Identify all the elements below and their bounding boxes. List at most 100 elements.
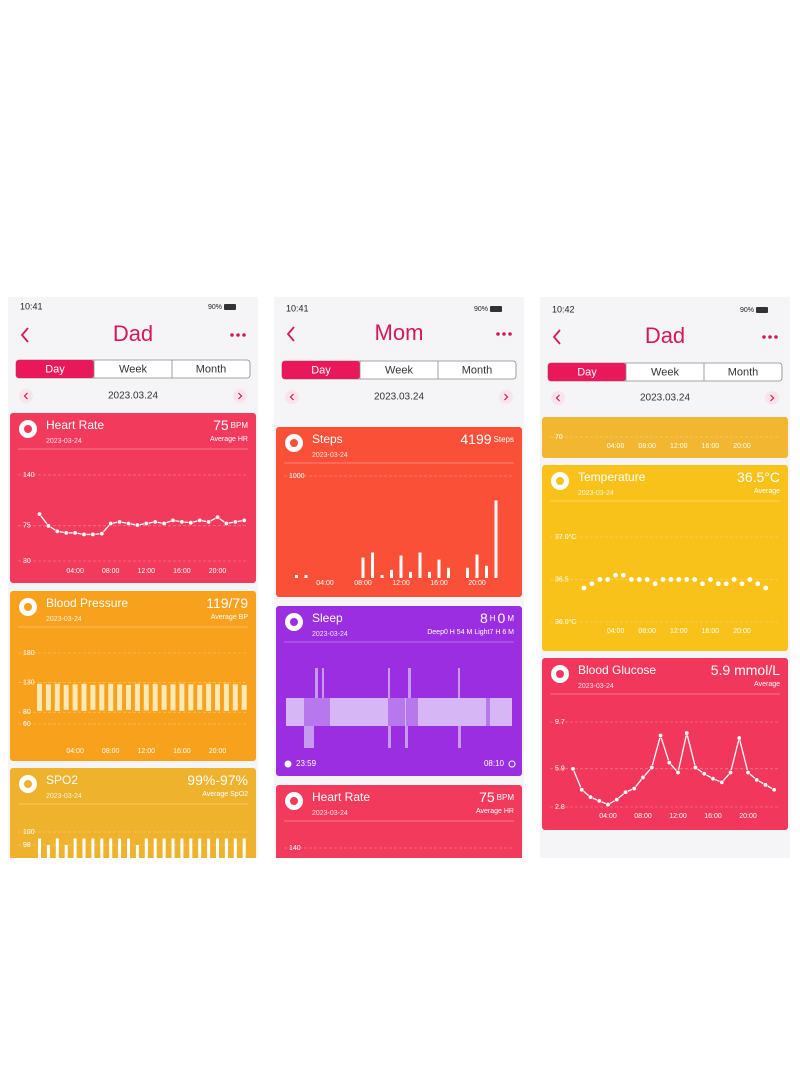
value-unit: Steps <box>494 435 514 444</box>
dot <box>708 577 713 582</box>
y-tick-label: 60 <box>23 721 31 728</box>
x-tick-label: 20:00 <box>468 580 486 587</box>
range-bar <box>143 684 149 711</box>
phone: 10:41 90% Mom Day Week Month 2023.03.24 Steps 20… <box>274 297 524 858</box>
range-bar <box>126 684 131 710</box>
dot <box>652 581 658 587</box>
tab-label[interactable]: Day <box>45 363 65 375</box>
card-title: Steps <box>312 432 343 446</box>
x-tick-label: 16:00 <box>430 580 448 587</box>
more-dot[interactable] <box>762 335 766 339</box>
range-bar <box>54 683 60 711</box>
card-value: 119/79 <box>206 595 248 611</box>
bar <box>390 569 393 578</box>
date-nav[interactable] <box>233 389 247 403</box>
y-tick-label: 75 <box>23 523 31 530</box>
range-bar <box>215 684 220 711</box>
battery-icon <box>490 306 502 312</box>
point <box>45 523 51 529</box>
sleep-rem <box>388 726 391 748</box>
bar <box>216 838 219 858</box>
more-dot[interactable] <box>236 333 240 337</box>
tab-selected[interactable] <box>282 361 360 379</box>
back-button[interactable] <box>286 326 295 342</box>
tab-label[interactable]: Week <box>651 366 679 378</box>
point <box>640 774 646 780</box>
range-bar <box>179 683 185 711</box>
sleep-end: 08:10 <box>484 759 505 768</box>
x-tick-label: 20:00 <box>209 748 227 755</box>
tab-label[interactable]: Month <box>728 366 759 378</box>
bar <box>46 845 50 858</box>
x-tick-label: 04:00 <box>316 580 334 587</box>
more-dot[interactable] <box>768 335 772 339</box>
more-dot[interactable] <box>774 335 778 339</box>
dot <box>589 581 595 587</box>
range-bar <box>81 683 87 711</box>
card-note: Average HR <box>210 436 248 443</box>
date-nav[interactable] <box>499 390 513 404</box>
tab-selected[interactable] <box>548 363 626 381</box>
card-note: Average <box>754 681 780 688</box>
dot <box>684 577 690 582</box>
card-date: 2023-03-24 <box>46 438 82 445</box>
date-label: 2023.03.24 <box>374 392 424 403</box>
range-bar <box>223 683 229 711</box>
range-bar <box>37 683 42 711</box>
x-tick-label: 12:00 <box>138 568 156 575</box>
card-value: 75 BPM <box>213 417 248 433</box>
sleep-light <box>330 698 388 726</box>
bar <box>91 838 95 858</box>
tab-label[interactable]: Month <box>462 364 493 376</box>
bar <box>109 838 113 858</box>
value-unit: BPM <box>497 793 515 802</box>
phone: 10:42 90% Dad Day Week Month 2023.03.24 70 04:00… <box>540 297 790 858</box>
value-number: 75 <box>213 417 229 433</box>
point <box>727 770 733 776</box>
more-dot[interactable] <box>496 332 500 336</box>
value-number: 5.9 mmol/L <box>711 662 780 678</box>
date-nav[interactable] <box>551 391 565 405</box>
x-tick-label: 08:00 <box>102 748 120 755</box>
value-number: 119/79 <box>206 595 248 611</box>
tab-label[interactable]: Month <box>196 363 227 375</box>
point <box>134 522 140 528</box>
bar <box>466 567 469 578</box>
point <box>570 766 576 772</box>
value-number: 8 <box>480 610 488 626</box>
point <box>579 787 585 793</box>
x-tick-label: 12:00 <box>138 748 156 755</box>
dot <box>597 577 603 582</box>
point <box>754 777 760 783</box>
bar <box>118 838 122 858</box>
date-nav[interactable] <box>19 389 33 403</box>
back-button[interactable] <box>552 329 561 345</box>
y-tick-label: 9.7 <box>555 719 565 726</box>
tab-label[interactable]: Week <box>385 364 413 376</box>
more-dot[interactable] <box>502 332 506 336</box>
tab-selected[interactable] <box>16 360 94 378</box>
bar <box>295 574 298 578</box>
date-label: 2023.03.24 <box>108 391 158 402</box>
point <box>36 511 42 517</box>
point <box>170 517 176 523</box>
dot <box>723 581 729 587</box>
tab-label[interactable]: Day <box>311 364 331 376</box>
card-date: 2023-03-24 <box>312 631 348 638</box>
more-dot[interactable] <box>230 333 234 337</box>
more-dot[interactable] <box>242 333 246 337</box>
date-nav[interactable] <box>285 390 299 404</box>
tab-label[interactable]: Week <box>119 363 147 375</box>
date-nav-arrow <box>238 392 243 400</box>
x-tick-label: 20:00 <box>733 628 751 635</box>
dot <box>668 577 674 582</box>
dot <box>605 577 611 582</box>
back-button[interactable] <box>20 327 29 343</box>
date-nav[interactable] <box>765 391 779 405</box>
header-title: Mom <box>375 320 424 345</box>
dot <box>676 577 682 582</box>
more-dot[interactable] <box>508 332 512 336</box>
tab-label[interactable]: Day <box>577 366 597 378</box>
